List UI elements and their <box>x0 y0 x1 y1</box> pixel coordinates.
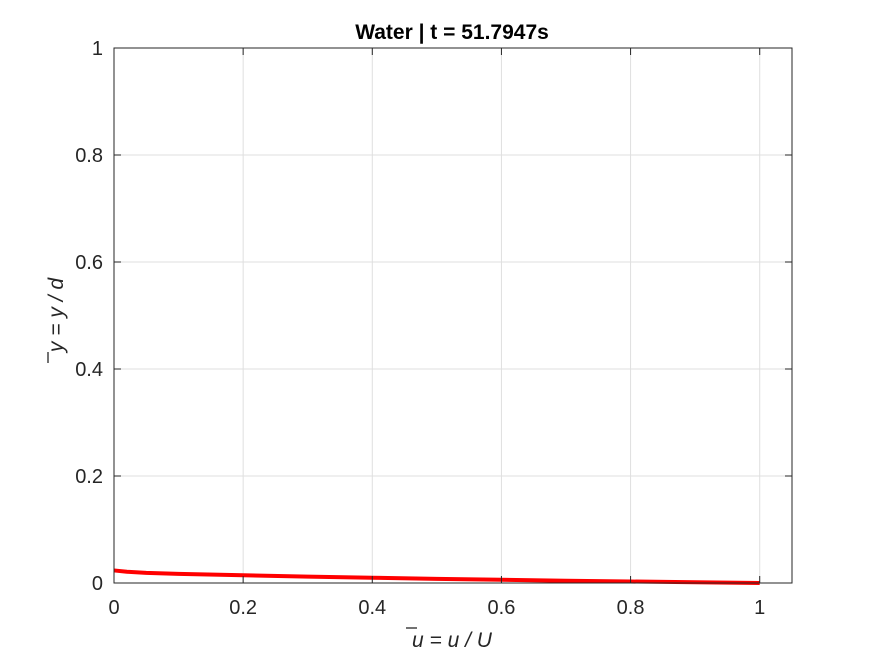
y-tick-label: 0.8 <box>75 145 103 167</box>
x-tick-label: 0.6 <box>488 597 516 619</box>
axes <box>113 47 793 584</box>
plot-background <box>114 48 792 583</box>
x-tick-label: 0.2 <box>229 597 257 619</box>
y-tick-label: 0.2 <box>75 466 103 488</box>
tick-labels: 0 0.2 0.4 0.6 0.8 1 0 0.2 0.4 0.6 0.8 1 <box>75 38 765 619</box>
x-axis-label: u = u / U <box>412 629 493 652</box>
y-tick-label: 1 <box>92 38 103 60</box>
x-tick-label: 1 <box>754 597 765 619</box>
x-tick-label: 0.4 <box>358 597 386 619</box>
chart-title: Water | t = 51.7947s <box>355 21 549 44</box>
y-tick-label: 0.4 <box>75 359 103 381</box>
x-tick-label: 0.8 <box>617 597 645 619</box>
y-axis-label: y = y / d <box>45 277 68 354</box>
grid <box>113 47 792 584</box>
y-tick-label: 0 <box>92 573 103 595</box>
y-tick-label: 0.6 <box>75 252 103 274</box>
x-tick-label: 0 <box>108 597 119 619</box>
axes-box <box>113 47 793 584</box>
